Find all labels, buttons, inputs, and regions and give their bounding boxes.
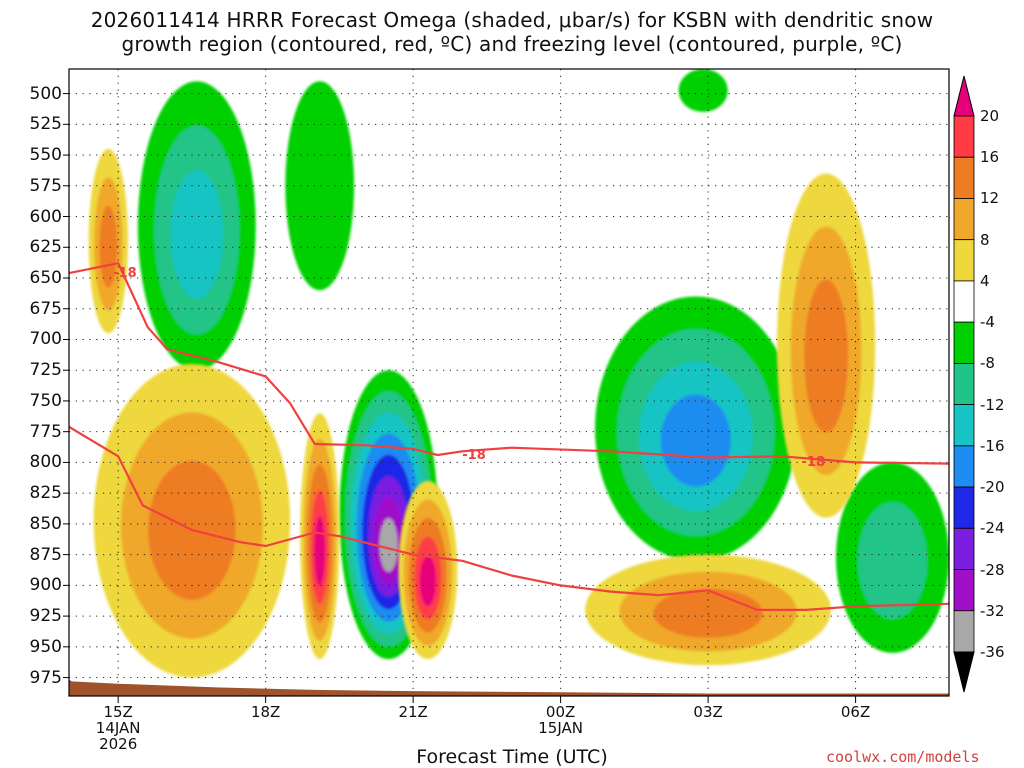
colorbar-tick-label: -32 [980,601,1005,620]
omega-band [314,515,326,587]
y-tick-label: 950 [29,636,62,657]
y-tick-label: 850 [29,513,62,534]
x-tick-date-label: 14JAN [95,719,141,737]
omega-band [170,170,224,299]
chart-title-line-2: growth region (contoured, red, ºC) and f… [121,32,903,56]
x-tick-label: 00Z [545,703,576,721]
colorbar-tick-label: -4 [980,313,995,332]
y-tick-label: 700 [29,329,62,350]
x-tick-date-label: 15JAN [538,719,583,737]
colorbar-tick-label: -8 [980,354,995,373]
x-tick-date-label: 2026 [99,735,138,753]
source-credit: coolwx.com/models [826,748,980,766]
y-tick-label: 500 [29,83,62,104]
isotherm-label: -18 [113,266,137,281]
omega-feature-ascent-5 [835,462,949,653]
omega-feature-descent-11 [776,173,876,518]
colorbar-tick-label: -28 [980,560,1005,579]
y-tick-label: 600 [29,206,62,227]
omega-feature-descent-8 [398,480,458,660]
x-tick-label: 06Z [840,703,871,721]
isotherm-contour--12 [69,425,949,612]
y-tick-label: 650 [29,268,62,288]
colorbar-tick-label: 4 [980,271,990,290]
y-tick-label: 525 [29,114,62,135]
y-tick-label: 675 [29,298,62,319]
terrain-surface [69,681,949,696]
colorbar-tick-label: 20 [980,107,1000,125]
omega-feature-descent-7 [300,413,340,660]
colorbar-tick-label: 16 [980,148,1000,167]
omega-feature-descent-6 [88,148,128,334]
y-tick-label: 550 [29,145,62,166]
colorbar-under-arrow [953,651,975,693]
colorbar-over-arrow [953,75,975,117]
isotherm-contour--18 [69,262,949,465]
y-tick-label: 625 [29,237,62,258]
colorbar-segment [953,280,975,323]
omega-feature-descent-9 [93,364,291,678]
x-tick-label: 21Z [398,703,428,721]
colorbar-tick-label: -20 [980,478,1005,497]
x-tick-label: 03Z [693,703,723,721]
isotherm-label: -18 [462,448,486,463]
y-tick-label: 575 [29,175,62,196]
omega-band [857,501,928,620]
y-tick-label: 875 [29,544,62,565]
colorbar-segment [953,527,975,570]
colorbar-segment [953,156,975,199]
omega-band [419,555,437,607]
y-tick-label: 750 [29,390,62,411]
omega-feature-ascent-0 [137,81,256,371]
colorbar-tick-label: -24 [980,519,1005,538]
colorbar-segment [953,610,975,653]
chart-title-line-1: 2026011414 HRRR Forecast Omega (shaded, … [90,8,934,32]
x-axis-label: Forecast Time (UTC) [416,746,608,768]
y-tick-label: 800 [29,452,62,473]
colorbar-segment [953,362,975,406]
omega-band [678,69,728,113]
x-tick-label: 15Z [103,703,133,721]
y-tick-label: 725 [29,360,62,381]
colorbar-segment [953,321,975,364]
omega-band [285,81,355,291]
omega-feature-ascent-1 [285,81,355,291]
colorbar-tick-label: -36 [980,643,1005,661]
y-tick-label: 775 [29,421,62,442]
colorbar-tick-label: -12 [980,395,1005,414]
omega-feature-ascent-4 [678,69,728,113]
y-tick-label: 925 [29,606,62,627]
colorbar-segment [953,445,975,488]
colorbar-segment [953,239,975,282]
y-tick-label: 900 [29,575,62,596]
plot-frame [68,68,950,697]
omega-band [804,279,848,433]
y-tick-label: 975 [29,667,62,688]
colorbar-segment [953,569,975,612]
colorbar-tick-label: -16 [980,436,1005,455]
omega-feature-descent-10 [585,554,832,666]
y-tick-label: 825 [29,483,62,504]
colorbar-segment [953,404,975,447]
colorbar-tick-label: 12 [980,189,1000,208]
omega-band [660,394,731,487]
colorbar-segment [953,198,975,241]
omega-feature-ascent-3 [595,296,797,561]
omega-band [379,518,398,572]
isotherm-label: -18 [802,455,826,470]
colorbar-tick-label: 8 [980,230,990,249]
colorbar-segment [953,115,975,158]
x-tick-label: 18Z [250,703,281,721]
colorbar-segment [953,486,975,529]
